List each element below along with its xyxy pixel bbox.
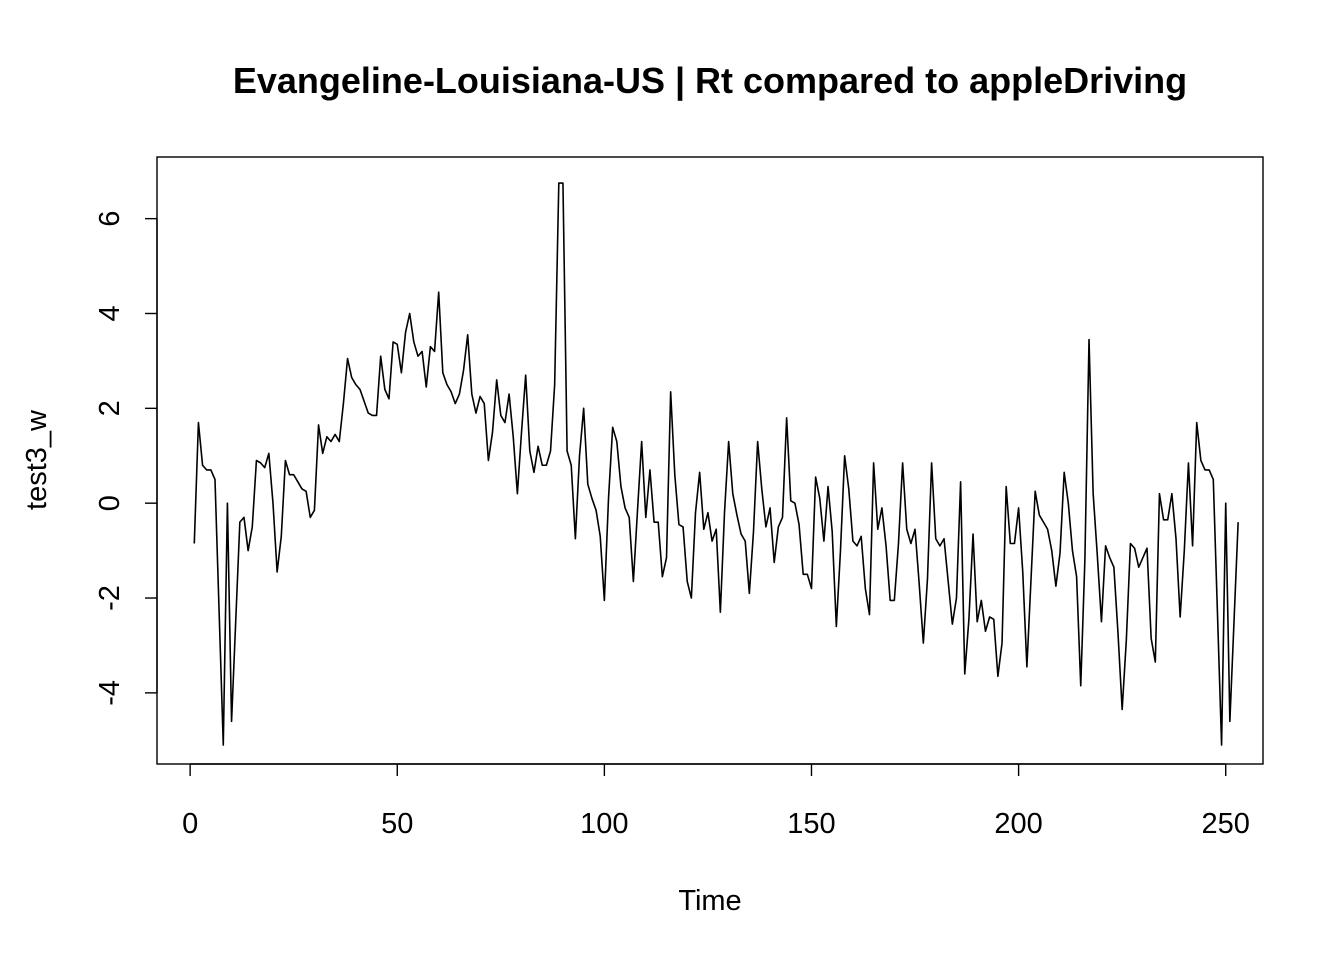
- x-tick-label: 0: [182, 808, 198, 840]
- series-line: [193, 182, 1239, 746]
- y-axis-label: test3_w: [21, 409, 53, 510]
- y-tick-label: -4: [94, 680, 126, 706]
- y-tick-label: 2: [94, 400, 126, 416]
- x-tick-label: 200: [994, 808, 1042, 840]
- y-tick-label: 0: [94, 495, 126, 511]
- plot-frame: [156, 156, 1264, 765]
- x-axis-label: Time: [678, 885, 741, 917]
- x-axis: 0 50 100 150 200 250: [182, 763, 1250, 840]
- y-tick-label: 6: [94, 211, 126, 227]
- y-axis: -4 -2 0 2 4 6: [94, 211, 158, 706]
- chart-title: Evangeline-Louisiana-US | Rt compared to…: [233, 60, 1187, 102]
- x-tick-label: 250: [1202, 808, 1250, 840]
- y-tick-label: 4: [94, 305, 126, 321]
- series-layer: [193, 182, 1239, 746]
- x-tick-label: 150: [787, 808, 835, 840]
- x-tick-label: 100: [580, 808, 628, 840]
- y-tick-label: -2: [94, 585, 126, 611]
- x-tick-label: 50: [381, 808, 413, 840]
